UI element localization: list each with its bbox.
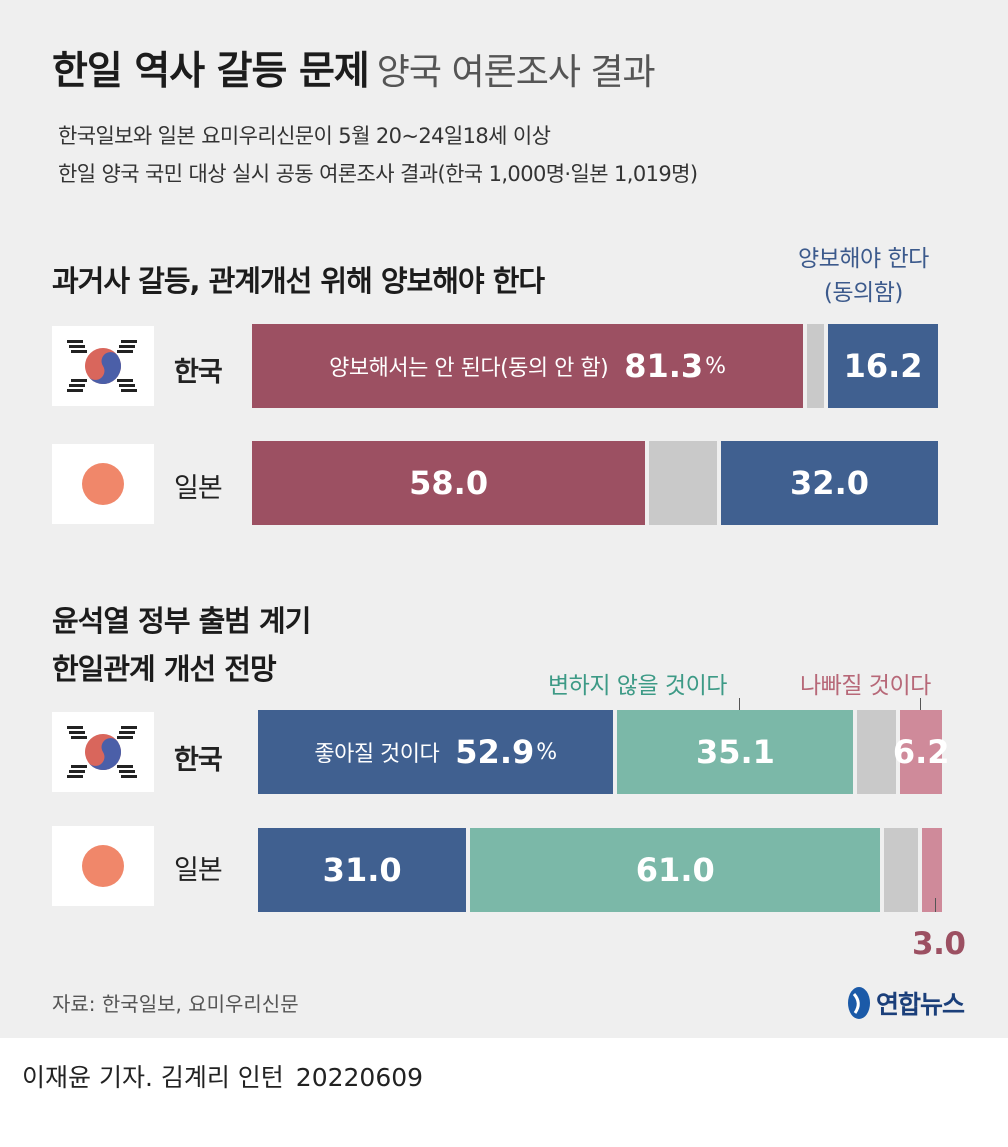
country-label-korea: 한국 bbox=[174, 357, 223, 388]
japan-flag bbox=[52, 444, 154, 524]
bar-segment-1-0-3 bbox=[900, 710, 942, 794]
value-number: 6.2 bbox=[892, 733, 950, 771]
japan-flag-icon bbox=[82, 463, 124, 505]
bar-segment-1-1-1 bbox=[470, 828, 881, 912]
country-label-japan: 일본 bbox=[174, 473, 223, 504]
bar-value-label-1-1-1: 61.0 bbox=[470, 828, 880, 912]
country-label-korea: 한국 bbox=[174, 745, 223, 776]
japan-flag-icon bbox=[82, 845, 124, 887]
source-note: 자료: 한국일보, 요미우리신문 bbox=[52, 992, 299, 1016]
bar-segment-1-1-2 bbox=[884, 828, 918, 912]
title-bold: 한일 역사 갈등 문제 bbox=[52, 49, 370, 94]
bar-segment-1-1-0 bbox=[258, 828, 467, 912]
yonhap-logo: 연합뉴스 bbox=[846, 985, 965, 1021]
country-label-japan: 일본 bbox=[174, 855, 223, 886]
infographic-panel: 한일 역사 갈등 문제 양국 여론조사 결과 한국일보와 일본 요미우리신문이 5… bbox=[0, 0, 1008, 1038]
japan-worse-leader-line bbox=[935, 898, 936, 912]
chart2-title-line2: 한일관계 개선 전망 bbox=[52, 652, 277, 686]
bar-segment-0-1-1 bbox=[649, 441, 718, 525]
bar-value-label-0-1-0: 58.0 bbox=[252, 441, 645, 525]
bar-segment-0-0-1 bbox=[807, 324, 825, 408]
agree-callout-line1: 양보해야 한다 bbox=[798, 246, 929, 272]
worse-leader-line bbox=[920, 698, 921, 711]
value-number: 31.0 bbox=[322, 851, 402, 889]
bar-segment-0-1-2 bbox=[721, 441, 938, 525]
value-number: 35.1 bbox=[695, 733, 775, 771]
title-light: 양국 여론조사 결과 bbox=[376, 52, 656, 93]
value-number: 16.2 bbox=[843, 347, 923, 385]
chart2-title-line1: 윤석열 정부 출범 계기 bbox=[52, 604, 311, 638]
chart-title: 한일 역사 갈등 문제 양국 여론조사 결과 bbox=[52, 40, 656, 96]
bar-segment-1-0-0 bbox=[258, 710, 614, 794]
value-number: 61.0 bbox=[635, 851, 715, 889]
series-inline-label: 양보해서는 안 된다(동의 안 함) bbox=[329, 356, 609, 381]
byline-authors: 이재윤 기자. 김계리 인턴 bbox=[22, 1063, 284, 1092]
chart2-bar-japan: 31.0 61.0 bbox=[258, 828, 942, 912]
percent-sign: % bbox=[705, 353, 727, 379]
bar-segment-1-0-2 bbox=[857, 710, 897, 794]
bar-value-label-1-0-1: 35.1 bbox=[617, 710, 853, 794]
bar-segment-0-0-2 bbox=[828, 324, 938, 408]
korea-flag bbox=[52, 326, 154, 406]
chart1-title: 과거사 갈등, 관계개선 위해 양보해야 한다 bbox=[52, 264, 545, 298]
bar-value-label-0-0-0: 양보해서는 안 된다(동의 안 함) 81.3% bbox=[252, 324, 803, 408]
logo-text: 연합뉴스 bbox=[876, 990, 965, 1019]
chart1-bar-japan: 58.0 32.0 bbox=[252, 441, 938, 525]
bar-segment-0-1-0 bbox=[252, 441, 646, 525]
bar-value-label-1-0-0: 좋아질 것이다 52.9% bbox=[258, 710, 613, 794]
value-number: 58.0 bbox=[409, 464, 489, 502]
bar-segment-0-0-0 bbox=[252, 324, 804, 408]
chart2-bar-korea: 좋아질 것이다 52.9% 35.1 6.2 bbox=[258, 710, 950, 794]
agree-callout-line2: (동의함) bbox=[823, 280, 903, 306]
subtitle-line-2: 한일 양국 국민 대상 실시 공동 여론조사 결과(한국 1,000명·일본 1… bbox=[58, 162, 698, 186]
korea-flag bbox=[52, 712, 154, 792]
chart1-bar-korea: 양보해서는 안 된다(동의 안 함) 81.3% 16.2 bbox=[252, 324, 938, 408]
korea-flag-icon bbox=[67, 340, 137, 392]
agree-callout: 양보해야 한다 (동의함) bbox=[798, 242, 929, 310]
byline-date: 20220609 bbox=[295, 1063, 424, 1092]
percent-sign: % bbox=[536, 739, 558, 765]
bar-segment-1-0-1 bbox=[617, 710, 854, 794]
value-number: 32.0 bbox=[790, 464, 869, 502]
bar-value-label-1-1-0: 31.0 bbox=[258, 828, 466, 912]
worse-callout: 나빠질 것이다 bbox=[800, 673, 931, 699]
value-number: 81.3 bbox=[624, 347, 704, 385]
korea-flag-icon bbox=[67, 726, 137, 778]
subtitle-line-1: 한국일보와 일본 요미우리신문이 5월 20~24일18세 이상 bbox=[58, 124, 551, 148]
bar-value-label-0-1-2: 32.0 bbox=[721, 441, 938, 525]
unchanged-callout: 변하지 않을 것이다 bbox=[548, 673, 727, 699]
bar-value-label-0-0-2: 16.2 bbox=[828, 324, 938, 408]
value-number: 52.9 bbox=[455, 733, 535, 771]
yonhap-logo-icon bbox=[848, 987, 870, 1019]
byline: 이재윤 기자. 김계리 인턴 20220609 bbox=[22, 1058, 423, 1094]
series-inline-label: 좋아질 것이다 bbox=[314, 742, 440, 767]
bar-value-label-1-0-3: 6.2 bbox=[893, 710, 950, 794]
japan-flag bbox=[52, 826, 154, 906]
japan-worse-value-label: 3.0 bbox=[912, 926, 966, 962]
bar-segment-1-1-3 bbox=[921, 828, 942, 912]
